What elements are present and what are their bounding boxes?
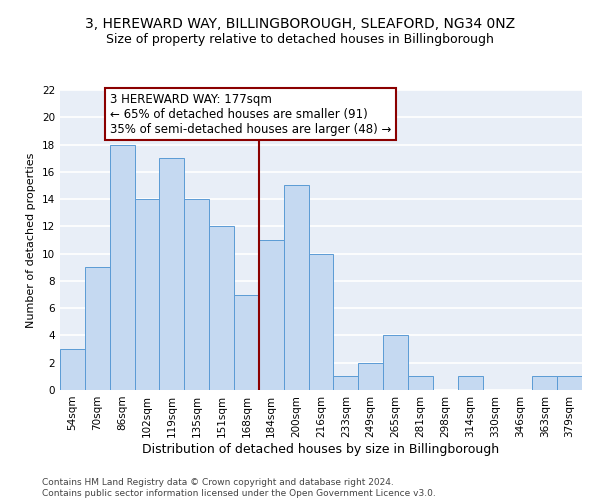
X-axis label: Distribution of detached houses by size in Billingborough: Distribution of detached houses by size … (142, 442, 500, 456)
Bar (134, 199, 160, 390)
Bar (532, 376, 557, 390)
Bar (358, 362, 383, 390)
Bar (184, 199, 209, 390)
Bar (209, 226, 234, 390)
Text: Size of property relative to detached houses in Billingborough: Size of property relative to detached ho… (106, 32, 494, 46)
Text: 3 HEREWARD WAY: 177sqm
← 65% of detached houses are smaller (91)
35% of semi-det: 3 HEREWARD WAY: 177sqm ← 65% of detached… (110, 92, 391, 136)
Bar (557, 376, 582, 390)
Bar (60, 349, 85, 390)
Bar (334, 376, 358, 390)
Bar (383, 336, 408, 390)
Text: 3, HEREWARD WAY, BILLINGBOROUGH, SLEAFORD, NG34 0NZ: 3, HEREWARD WAY, BILLINGBOROUGH, SLEAFOR… (85, 18, 515, 32)
Y-axis label: Number of detached properties: Number of detached properties (26, 152, 37, 328)
Bar (458, 376, 482, 390)
Bar (408, 376, 433, 390)
Bar (110, 144, 134, 390)
Bar (308, 254, 334, 390)
Bar (234, 294, 259, 390)
Text: Contains HM Land Registry data © Crown copyright and database right 2024.
Contai: Contains HM Land Registry data © Crown c… (42, 478, 436, 498)
Bar (259, 240, 284, 390)
Bar (85, 268, 110, 390)
Bar (160, 158, 184, 390)
Bar (284, 186, 308, 390)
